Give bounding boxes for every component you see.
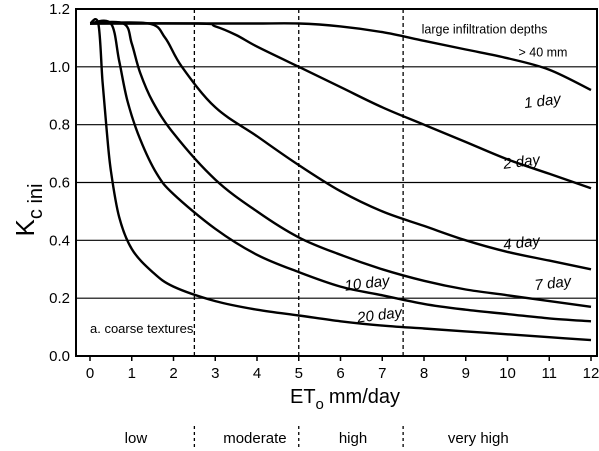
- x-tick-label: 2: [169, 365, 177, 382]
- x-axis-ticks: 0 1 2 3 4 5 6 7 8 9 10 11 12: [86, 356, 599, 382]
- y-axis-label: Kc ini: [10, 184, 47, 237]
- curve-label-2: > 40 mm: [518, 46, 567, 60]
- series-line-3: [89, 21, 592, 271]
- y-tick-label: 0.4: [49, 232, 70, 249]
- x-tick-label: 1: [128, 365, 136, 382]
- curve-labels: large infiltration depths > 40 mm 1 day 2 d…: [344, 23, 574, 327]
- series-layer: [89, 18, 592, 342]
- grid-lines: [76, 66, 597, 299]
- band-label-high: high: [339, 430, 367, 447]
- series-line-4: [89, 20, 592, 308]
- annotation-text: a. coarse textures: [90, 321, 194, 336]
- x-tick-label: 6: [336, 365, 344, 382]
- x-axis-label-unit: mm/day: [329, 386, 400, 408]
- x-tick-label: 10: [499, 365, 516, 382]
- y-tick-label: 0.8: [49, 117, 70, 134]
- x-axis-label-sub: o: [316, 396, 324, 413]
- x-axis-label: ETo mm/day: [290, 386, 400, 413]
- x-tick-label: 4: [253, 365, 261, 382]
- series-line-6: [89, 18, 592, 342]
- curve-label-6: 7 day: [534, 273, 574, 295]
- dashed-dividers: [193, 9, 404, 450]
- x-tick-label: 9: [462, 365, 470, 382]
- band-label-moderate: moderate: [223, 430, 286, 447]
- category-band: low moderate high very high: [125, 430, 509, 447]
- x-tick-label: 3: [211, 365, 219, 382]
- curve-label-8: 20 day: [355, 304, 404, 327]
- y-tick-label: 1.0: [49, 59, 70, 76]
- curve-label-1: large infiltration depths: [422, 23, 548, 37]
- x-tick-label: 11: [541, 365, 557, 382]
- x-tick-label: 5: [295, 365, 303, 382]
- series-line-5: [89, 19, 592, 323]
- curve-label-5: 4 day: [502, 232, 542, 254]
- y-tick-label: 0.2: [49, 290, 70, 307]
- curve-label-3: 1 day: [523, 91, 563, 113]
- band-label-low: low: [125, 430, 148, 447]
- curve-label-7: 10 day: [344, 272, 392, 295]
- y-axis-label-sub: c ini: [25, 184, 47, 220]
- y-axis-ticks: 0.0 0.2 0.4 0.6 0.8 1.0 1.2: [49, 1, 70, 365]
- curve-label-4: 2 day: [501, 151, 542, 173]
- x-tick-label: 12: [583, 365, 599, 382]
- y-tick-label: 1.2: [49, 1, 70, 18]
- series-line-2: [89, 22, 592, 190]
- x-axis-label-main: ET: [290, 386, 316, 408]
- x-tick-label: 0: [86, 365, 94, 382]
- y-axis-label-main: K: [10, 218, 40, 236]
- x-tick-label: 8: [420, 365, 428, 382]
- y-tick-label: 0.6: [49, 175, 70, 192]
- band-label-very-high: very high: [448, 430, 509, 447]
- y-tick-label: 0.0: [49, 348, 70, 365]
- x-tick-label: 7: [378, 365, 386, 382]
